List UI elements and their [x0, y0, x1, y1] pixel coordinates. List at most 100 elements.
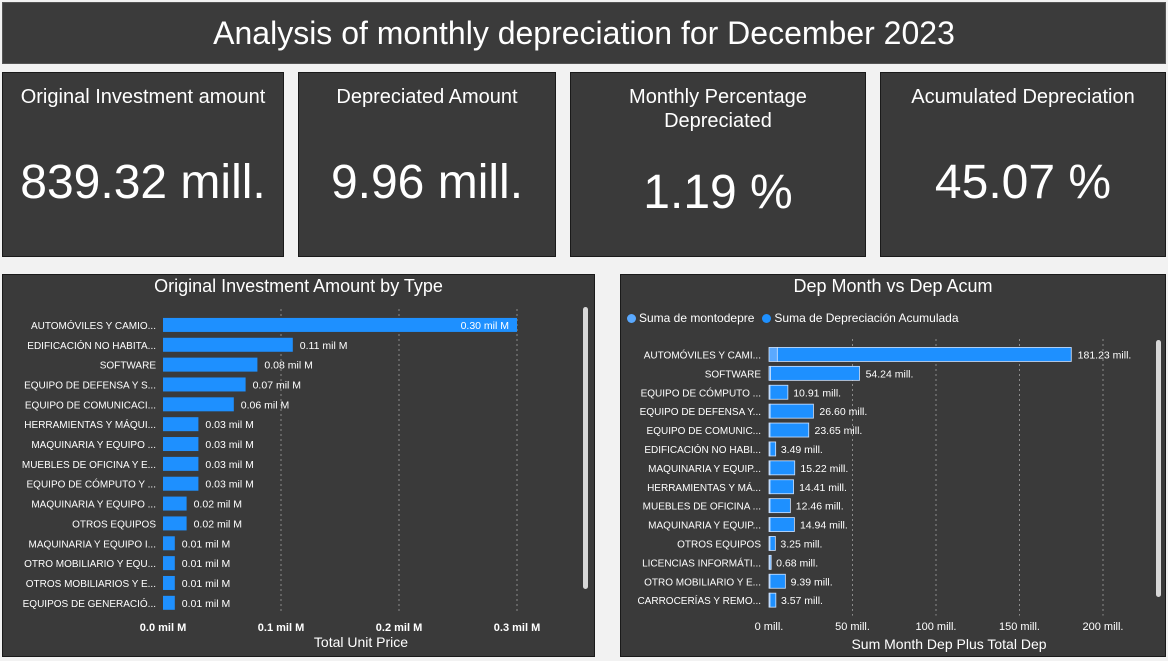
category-label: MAQUINARIA Y EQUIPO I...: [29, 539, 156, 550]
x-tick-label: 0.0 mil M: [140, 622, 186, 634]
legend-dot-icon: [627, 314, 636, 324]
data-label: 14.41 mill.: [799, 482, 847, 494]
chart-title: Original Investment Amount by Type: [154, 276, 443, 296]
data-label: 15.22 mill.: [800, 463, 848, 475]
data-label: 54.24 mill.: [866, 368, 914, 380]
category-label: AUTOMÓVILES Y CAMIO...: [31, 319, 156, 332]
bar: [163, 357, 258, 372]
x-tick-label: 0.2 mil M: [376, 622, 422, 634]
category-label: OTROS MOBILIARIOS Y E...: [26, 579, 156, 590]
category-label: SOFTWARE: [100, 361, 157, 372]
chart-scrollbar[interactable]: [1156, 340, 1161, 597]
bar-segment-acumulada: [769, 517, 795, 532]
bar-segment-acumulada: [769, 479, 794, 495]
category-label: OTROS EQUIPOS: [72, 519, 156, 530]
data-label: 26.60 mill.: [819, 406, 867, 418]
bar-segment-montodepre: [768, 347, 778, 362]
data-label: 0.08 mil M: [264, 360, 312, 372]
chart-scrollbar[interactable]: [583, 307, 588, 589]
data-label: 0.07 mil M: [253, 379, 301, 391]
bar: [163, 437, 199, 452]
page-title: Analysis of monthly depreciation for Dec…: [213, 14, 955, 51]
bar-segment-acumulada: [769, 384, 789, 400]
category-label: MAQUINARIA Y EQUIPO ...: [31, 440, 156, 451]
kpi-card-accumulated-depreciation[interactable]: Acumulated Depreciation 45.07 %: [880, 72, 1166, 257]
bar-segment-acumulada: [769, 573, 786, 589]
data-label: 0.01 mil M: [182, 558, 230, 570]
kpi-value: 1.19 %: [643, 166, 793, 219]
category-label: EQUIPO DE CÓMPUTO ...: [641, 386, 761, 399]
data-label: 10.91 mill.: [793, 387, 841, 399]
data-label: 0.02 mil M: [194, 499, 242, 511]
data-label: 0.06 mil M: [241, 399, 289, 411]
category-label: MAQUINARIA Y EQUIPO ...: [31, 500, 156, 511]
kpi-card-original-investment[interactable]: Original Investment amount 839.32 mill.: [2, 72, 284, 257]
x-tick-label: 100 mill.: [916, 621, 957, 633]
data-label: 3.49 mill.: [781, 444, 823, 456]
x-tick-label: 200 mill.: [1083, 621, 1124, 633]
category-label: EQUIPOS DE GENERACIÓ...: [23, 597, 156, 610]
bar: [163, 516, 187, 531]
investment-bar-chart-svg: 0.0 mil M 0.1 mil M 0.2 mil M 0.3 mil M AUTO…: [22, 309, 540, 650]
dashboard-header: Analysis of monthly depreciation for Dec…: [2, 2, 1166, 64]
data-label: 0.11 mil M: [300, 340, 348, 352]
bar: [163, 377, 246, 392]
bar-segment-acumulada: [769, 460, 796, 476]
bar: [163, 496, 187, 511]
bar: [163, 575, 175, 590]
kpi-label: Acumulated Depreciation: [911, 86, 1135, 108]
data-label: 3.57 mill.: [781, 595, 823, 607]
chart-legend: Suma de montodepre Suma de Depreciación …: [627, 311, 959, 325]
bar-segment-acumulada: [769, 536, 776, 551]
bar-segment-acumulada: [776, 347, 1072, 362]
bar: [163, 556, 175, 571]
kpi-card-depreciated-amount[interactable]: Depreciated Amount 9.96 mill.: [298, 72, 556, 257]
category-label: EQUIPO DE COMUNICACI...: [25, 400, 156, 411]
dep-month-vs-acum-chart[interactable]: Dep Month vs Dep Acum Suma de montodepre…: [620, 274, 1166, 657]
category-label: EQUIPO DE DEFENSA Y S...: [24, 380, 156, 391]
data-label: 0.01 mil M: [182, 598, 230, 610]
category-label: EDIFICACIÓN NO HABI...: [644, 443, 761, 456]
category-label: EQUIPO DE DEFENSA Y...: [640, 407, 761, 418]
data-label: 0.03 mil M: [205, 419, 253, 431]
bar-segment-acumulada: [769, 441, 777, 457]
bar: [163, 317, 517, 332]
chart-title: Dep Month vs Dep Acum: [793, 276, 993, 296]
x-tick-label: 0.1 mil M: [258, 622, 304, 634]
data-label: 0.03 mil M: [205, 439, 253, 451]
dep-bar-chart-svg: 0 mill. 50 mill. 100 mill. 150 mill. 200 mil…: [637, 339, 1132, 652]
kpi-value: 839.32 mill.: [20, 156, 266, 209]
kpi-label: Depreciated Amount: [336, 86, 518, 108]
data-label: 0.01 mil M: [182, 578, 230, 590]
investment-by-type-chart[interactable]: Original Investment Amount by Type 0.0 m…: [2, 274, 595, 657]
legend-label: Suma de montodepre: [639, 311, 755, 325]
category-label: SOFTWARE: [705, 369, 762, 380]
x-tick-label: 0.3 mil M: [494, 622, 540, 634]
legend-item[interactable]: Suma de montodepre: [627, 311, 754, 325]
data-label: 0.03 mil M: [205, 479, 253, 491]
kpi-value: 45.07 %: [934, 156, 1112, 209]
data-label: 0.03 mil M: [205, 459, 253, 471]
category-label: MUEBLES DE OFICINA Y E...: [22, 460, 156, 471]
category-label: OTRO MOBILIARIO Y EQU...: [24, 559, 156, 570]
kpi-card-monthly-percentage[interactable]: Monthly Percentage Depreciated 1.19 %: [570, 72, 866, 257]
bar-segment-acumulada: [769, 422, 810, 438]
legend-item[interactable]: Suma de Depreciación Acumulada: [762, 311, 959, 325]
category-label: MAQUINARIA Y EQUIP...: [648, 521, 761, 532]
x-tick-label: 50 mill.: [835, 621, 870, 633]
bar-segment-acumulada: [769, 403, 814, 419]
kpi-label: Monthly Percentage Depreciated: [629, 86, 807, 132]
category-label: AUTOMÓVILES Y CAMI...: [644, 348, 761, 361]
category-label: OTRO MOBILIARIO Y E...: [644, 577, 761, 588]
bar: [163, 397, 234, 412]
data-label: 181.23 mill.: [1078, 349, 1132, 361]
bar-segment-acumulada: [769, 498, 791, 514]
x-tick-label: 0 mill.: [755, 621, 784, 633]
category-label: CARROCERÍAS Y REMO...: [637, 594, 761, 607]
bar-segment-acumulada: [769, 554, 772, 570]
category-label: EQUIPO DE COMUNIC...: [647, 426, 761, 437]
x-axis-title: Total Unit Price: [314, 634, 408, 650]
bar-segment-acumulada: [769, 592, 777, 608]
bar: [163, 476, 199, 491]
bar: [163, 417, 199, 432]
